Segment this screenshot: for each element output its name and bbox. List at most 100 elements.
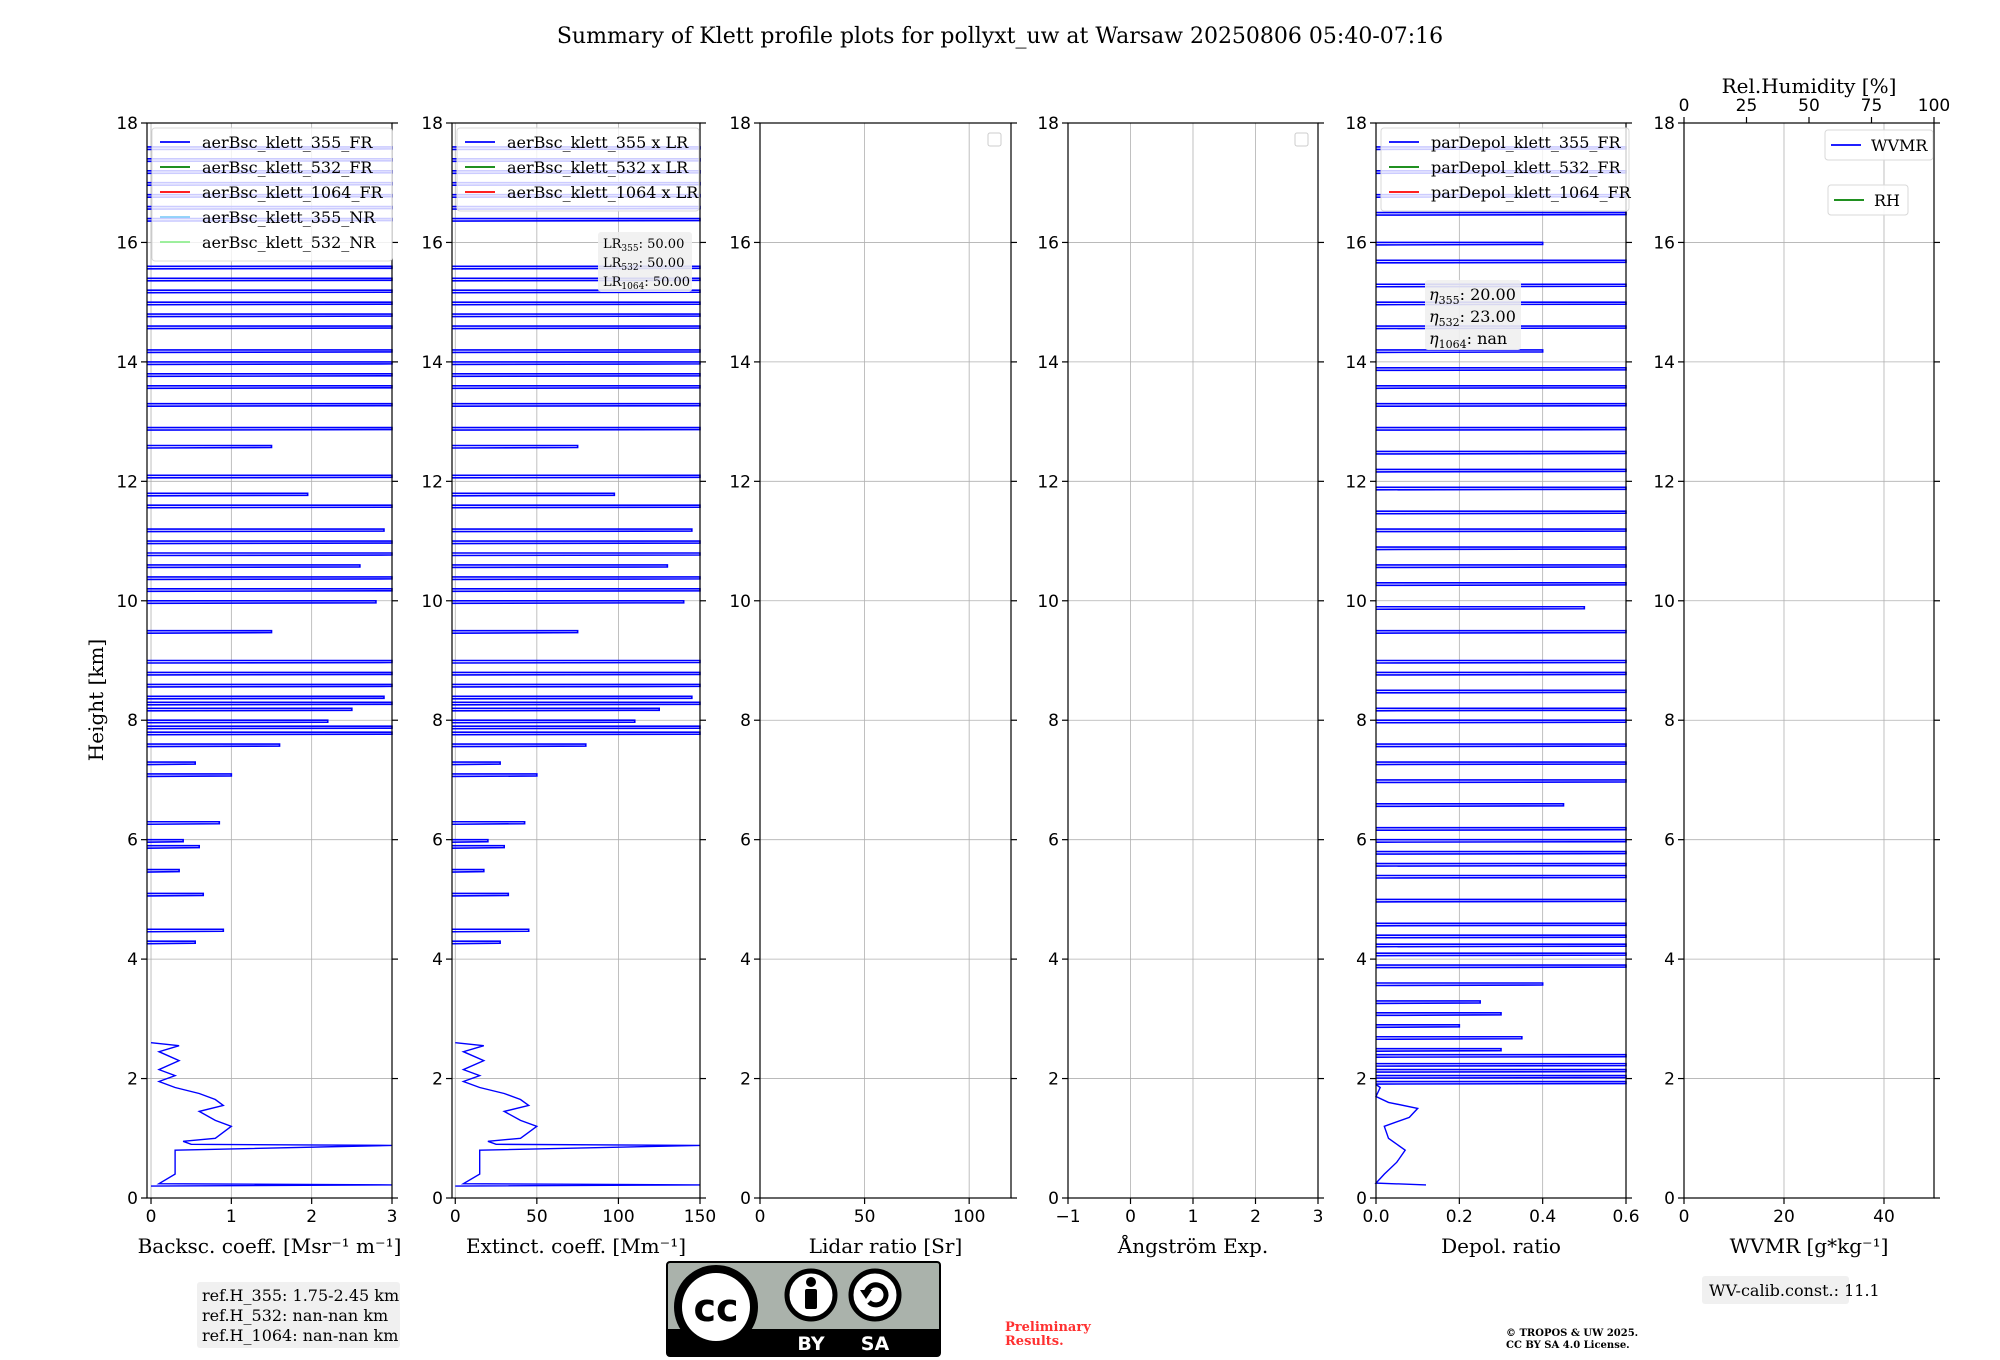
profile-spike [146,683,393,688]
y-tick-label: 10 [421,592,443,612]
y-tick-label: 12 [421,472,443,492]
profile-spike [1375,671,1627,676]
axes-frame [759,122,1012,1199]
legend-label: aerBsc_klett_532_NR [202,233,376,252]
axes-frame [146,122,393,1199]
y-tick-label: 2 [127,1070,138,1090]
panel-depolarization: 0 2 4 6 8 10 12 14 16 18 0.0 0.2 0.4 0.6 Depol. ratio p… [1345,114,1639,1258]
x-tick-label: 2 [1250,1207,1261,1227]
profile-spike [451,659,701,664]
profile-spike [1375,779,1627,784]
profile-spike [146,540,393,545]
reference-height-box [197,1282,400,1348]
profile-spike [146,426,393,431]
x-tick-label: 0.6 [1612,1207,1639,1227]
profile-spike [146,743,281,748]
by-label: BY [797,1333,824,1355]
profile-spike [451,540,701,545]
axes-frame [451,122,701,1199]
y-tick-label: 18 [1345,114,1367,134]
y-tick-label: 0 [740,1189,751,1209]
legend-box [1380,127,1630,212]
profile-spike [1375,510,1627,515]
reference-height-label: ref.H_1064: nan-nan km [202,1326,398,1345]
profile-spike [451,725,701,730]
y-tick-label: 4 [432,950,443,970]
x-tick-label: 2 [306,1207,317,1227]
profile-spike [146,844,201,849]
eta-box [1425,280,1521,350]
profile-spike [146,384,393,390]
legend-label: aerBsc_klett_1064_FR [202,183,384,202]
x-axis-label: Lidar ratio [Sr] [809,1234,963,1258]
lidar-ratio-box [598,232,692,292]
y-tick-label: 18 [1037,114,1059,134]
legend-label: aerBsc_klett_355_FR [202,133,373,152]
lidar-ratio-label: LR532: 50.00 [603,256,684,273]
y-tick-label: 8 [127,711,138,731]
profile-spike [146,731,393,736]
axes-frame [1683,122,1935,1199]
profile-spike [146,629,273,634]
profile-spike [1375,468,1627,473]
profile-spike [1375,1080,1627,1085]
profile-spike [1375,874,1627,879]
x-tick-label: 0 [755,1207,766,1227]
legend-label: aerBsc_klett_532_FR [202,158,373,177]
profile-spike [451,301,701,306]
x-tick-label: 0 [1679,1207,1690,1227]
profile-spike [451,707,661,712]
series-group [146,146,393,1187]
profile-spike [146,564,361,569]
profile-spike [1375,743,1627,748]
legend-label-wvmr: WVMR [1871,136,1928,155]
profile-spike [1375,1035,1523,1041]
profile-spike [1375,528,1627,533]
profile-spike [146,659,393,664]
lidar-ratio-label: LR355: 50.00 [603,237,684,254]
profile-spike [1375,211,1627,216]
profile-spike [451,474,701,479]
profile-spike [146,588,393,593]
top-axis-label: Rel.Humidity [%] [1722,74,1897,98]
series-line-aerBsc_klett_355_FR [150,1042,393,1187]
profile-spike [146,820,221,826]
profile-spike [1375,1053,1627,1058]
profile-spike [1375,241,1544,246]
profile-spike [1375,862,1627,867]
profile-spike [1375,450,1627,455]
profile-spike [451,671,701,676]
sa-icon-arrow [863,1282,889,1308]
y-tick-label: 4 [1048,950,1059,970]
preliminary-label: Preliminary [1005,1320,1091,1335]
profile-spike [451,683,701,688]
legend-label: aerBsc_klett_355 x LR [507,133,689,152]
preliminary-label: Results. [1005,1334,1064,1349]
y-tick-label: 12 [1653,472,1675,492]
legend-box [151,127,393,262]
profile-spike [146,528,385,533]
wv-calib-box [1702,1276,1849,1304]
profile-spike [146,444,273,449]
y-tick-label: 4 [1664,950,1675,970]
cc-circle-inner [682,1273,750,1341]
legend-box [456,127,700,212]
x-tick-label: 50 [526,1207,548,1227]
y-tick-label: 10 [116,592,138,612]
profile-spike [451,820,526,826]
profile-spike [451,940,501,945]
legend-box [1827,184,1909,216]
x-tick-label: 100 [602,1207,634,1227]
profile-spike [146,838,184,843]
by-icon-body [805,1289,817,1309]
y-tick-label: 4 [127,950,138,970]
profile-spike [1375,402,1627,407]
profile-spike [146,265,393,270]
y-tick-label: 16 [1345,233,1367,253]
profile-spike [146,695,385,700]
profile-spike [1375,898,1627,903]
profile-spike [1375,1000,1481,1005]
profile-spike [1375,838,1627,843]
figure-title: Summary of Klett profile plots for polly… [557,24,1443,49]
